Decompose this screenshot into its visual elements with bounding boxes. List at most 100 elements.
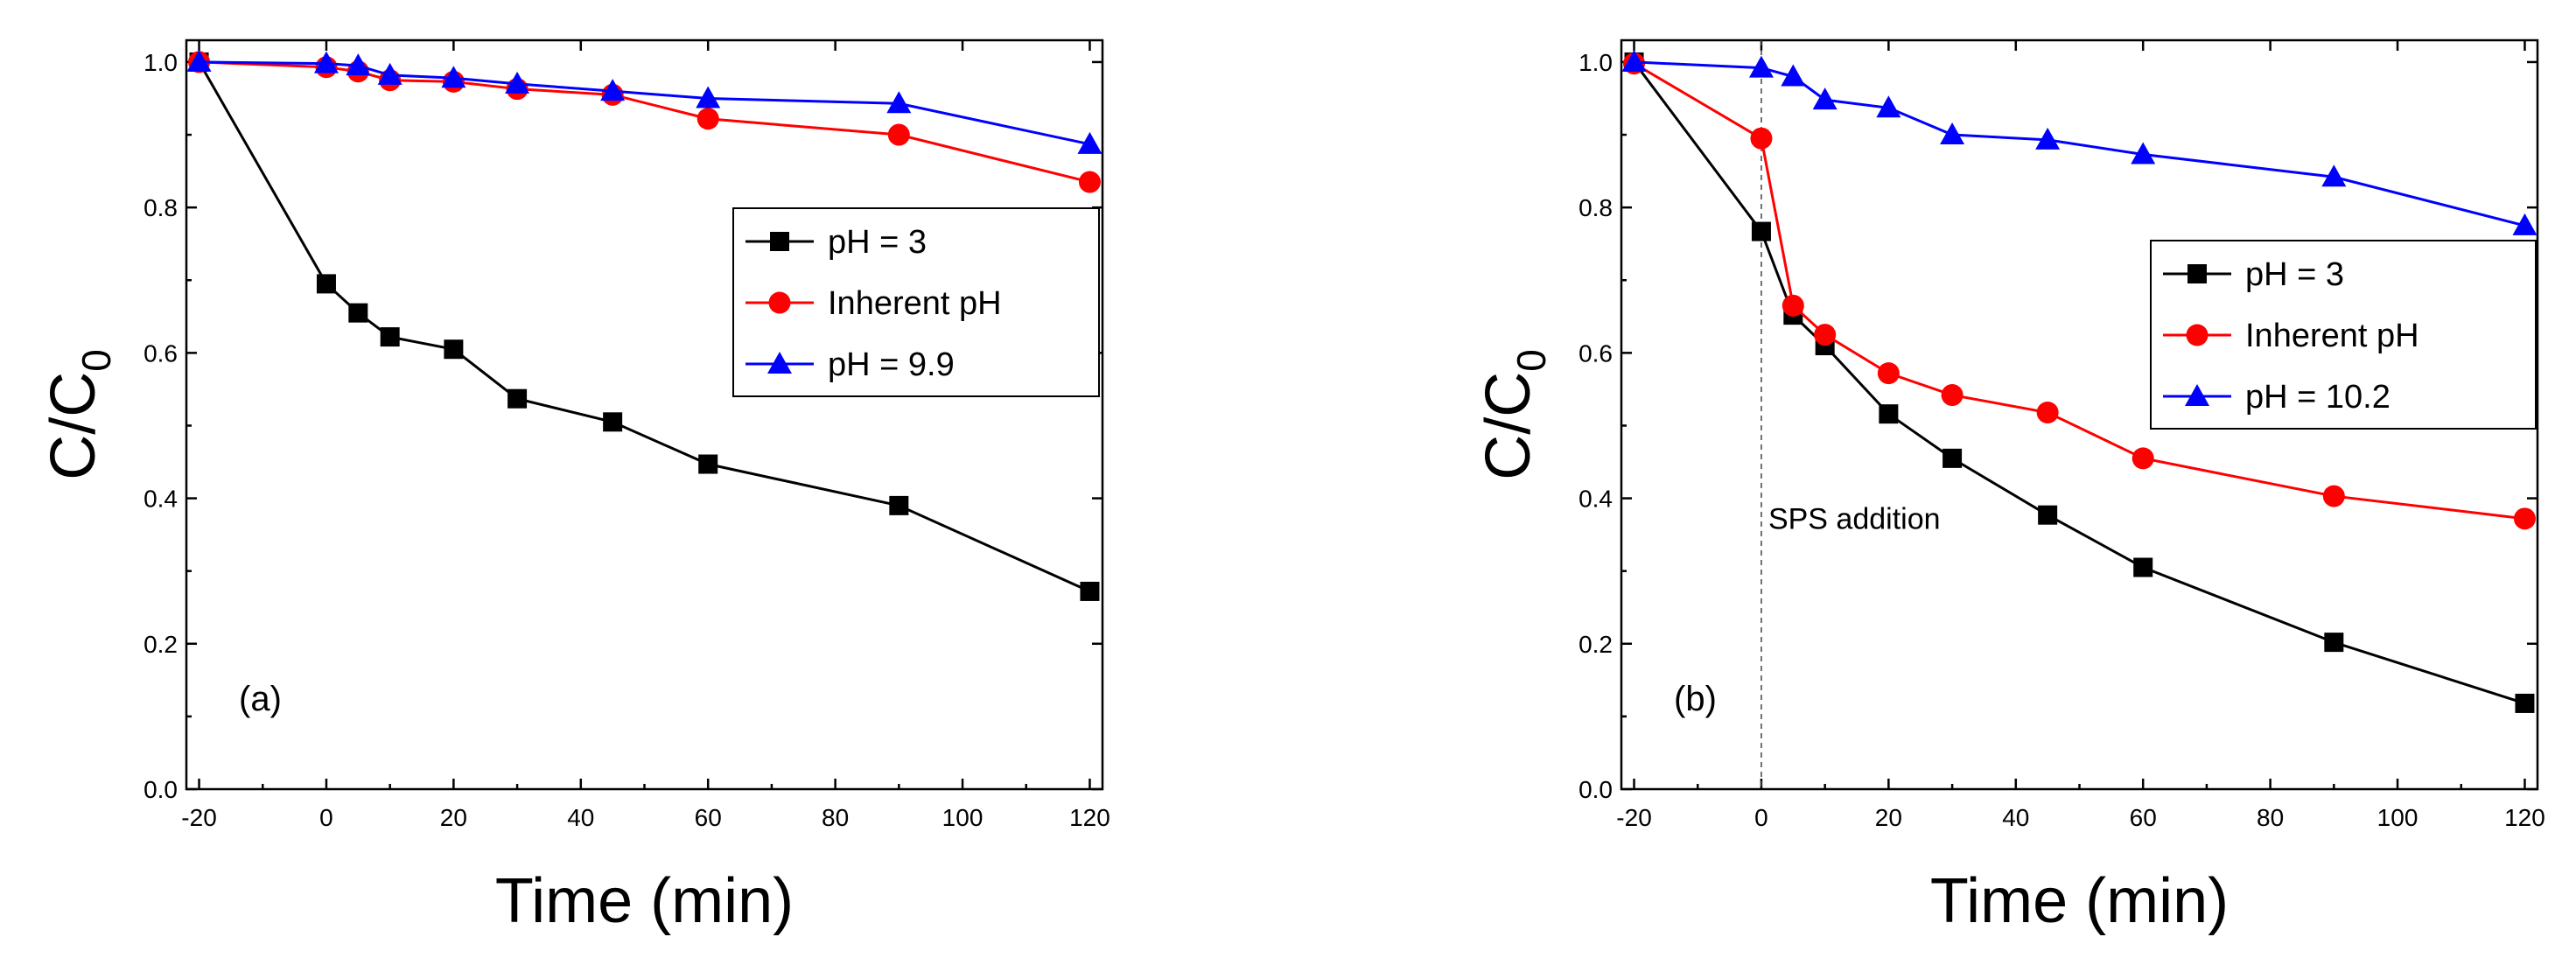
series-3 — [1621, 49, 2538, 235]
annotation-label: SPS addition — [1768, 503, 1941, 536]
data-point — [2132, 447, 2154, 470]
data-point — [1814, 324, 1837, 346]
data-point — [1877, 362, 1900, 385]
data-point — [2133, 557, 2153, 577]
series-3 — [186, 49, 1102, 154]
y-tick-label: 0.6 — [1578, 339, 1613, 367]
y-tick-label: 0.0 — [144, 776, 178, 803]
x-tick-label: 60 — [695, 804, 722, 831]
data-point — [2036, 402, 2059, 424]
data-point — [600, 79, 626, 101]
series-line — [199, 60, 1090, 184]
data-point — [380, 327, 400, 347]
x-tick-label: -20 — [1616, 804, 1651, 831]
x-axis-title: Time (min) — [495, 866, 794, 936]
x-tick-label: 20 — [440, 804, 467, 831]
legend: pH = 3 Inherent pH pH = 10.2 — [2150, 240, 2537, 430]
data-point — [2131, 142, 2156, 164]
data-point — [889, 495, 909, 515]
legend-marker — [2186, 324, 2208, 346]
data-point — [444, 339, 464, 360]
y-tick-label: 1.0 — [144, 49, 178, 76]
x-axis-title: Time (min) — [1930, 866, 2229, 936]
y-axis-title-subscript: 0 — [74, 349, 119, 372]
data-point — [2513, 507, 2536, 530]
data-point — [1750, 127, 1773, 150]
legend-label: pH = 9.9 — [828, 346, 955, 383]
data-point — [377, 62, 402, 85]
y-tick-label: 0.8 — [1578, 194, 1613, 221]
data-point — [887, 123, 910, 146]
data-point — [1941, 384, 1964, 407]
x-tick-label: 0 — [1754, 804, 1768, 831]
data-point — [1782, 294, 1804, 317]
data-point — [1078, 171, 1101, 193]
data-point — [441, 66, 466, 88]
data-point — [505, 71, 530, 94]
y-tick-label: 0.4 — [1578, 486, 1613, 513]
data-point — [1621, 49, 1647, 72]
chart-panel-a: -20 0 20 40 60 80 100 120 0.0 0.2 0.4 0.6 0.8 1.0 Time… — [38, 38, 1110, 936]
series-line — [1634, 60, 2525, 227]
x-tick-label: 120 — [2504, 804, 2545, 831]
series-line — [1633, 62, 2525, 521]
plot-frame — [185, 38, 1104, 791]
data-point — [698, 454, 718, 474]
data-point — [2324, 633, 2344, 653]
y-tick-label: 0.4 — [144, 486, 178, 513]
x-tick-label: 80 — [2257, 804, 2284, 831]
data-point — [313, 51, 339, 73]
y-tick-label: 0.2 — [1578, 631, 1613, 658]
data-point — [1812, 87, 1838, 110]
series-line — [199, 60, 1090, 146]
series-line — [198, 61, 1091, 593]
series-line — [1633, 61, 2525, 705]
legend-marker — [2185, 384, 2209, 406]
data-point — [603, 412, 623, 432]
y-tick-label: 0.0 — [1578, 776, 1613, 803]
x-tick-label: 60 — [2130, 804, 2157, 831]
data-point — [2035, 127, 2061, 150]
data-point — [316, 274, 336, 294]
panel-label: (b) — [1674, 680, 1717, 718]
panel-label: (a) — [239, 680, 282, 718]
data-point — [1751, 221, 1771, 241]
data-point — [1781, 64, 1806, 87]
y-tick-label: 0.6 — [144, 339, 178, 367]
y-axis-title-main: C/C — [38, 372, 108, 480]
y-tick-label: 0.8 — [144, 194, 178, 221]
y-axis-title: C/C0 — [38, 349, 119, 480]
x-tick-label: 20 — [1875, 804, 1902, 831]
data-point — [1077, 131, 1102, 154]
y-axis-title-subscript: 0 — [1508, 349, 1554, 372]
data-point — [1940, 122, 1965, 145]
y-tick-label: 1.0 — [1578, 49, 1613, 76]
data-point — [508, 388, 528, 409]
chart-panel-b: -20 0 20 40 60 80 100 120 0.0 0.2 0.4 0.6 0.8 1.0 Time… — [1474, 38, 2545, 936]
series-2 — [1623, 52, 2536, 530]
data-point — [1876, 95, 1901, 118]
data-point — [1879, 404, 1899, 424]
data-point — [696, 86, 721, 108]
legend-marker — [767, 352, 792, 374]
legend-marker — [2188, 264, 2207, 283]
legend-marker — [768, 291, 791, 314]
data-point — [2515, 693, 2535, 713]
y-axis-title: C/C0 — [1474, 349, 1554, 480]
data-point — [186, 49, 212, 72]
legend-label: pH = 3 — [828, 224, 927, 261]
x-tick-label: 80 — [822, 804, 849, 831]
x-tick-label: 40 — [567, 804, 594, 831]
data-point — [696, 108, 719, 130]
legend: pH = 3 Inherent pH pH = 9.9 — [732, 207, 1100, 397]
legend-label: Inherent pH — [828, 285, 1002, 322]
x-tick-label: 40 — [2002, 804, 2029, 831]
data-point — [1748, 55, 1774, 78]
data-point — [2512, 213, 2538, 235]
data-point — [1942, 448, 1963, 468]
x-tick-label: 0 — [319, 804, 333, 831]
legend-label: pH = 10.2 — [2245, 379, 2390, 416]
data-point — [2038, 505, 2058, 525]
data-point — [2322, 485, 2345, 507]
